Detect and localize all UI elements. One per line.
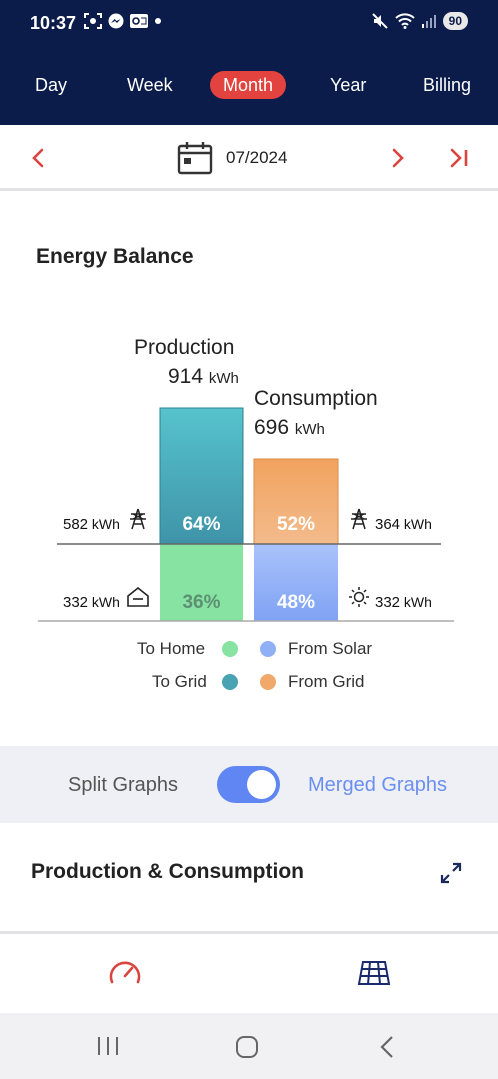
pct-consumption-from-grid: 52% — [276, 514, 316, 535]
system-nav-bar — [0, 1013, 498, 1079]
production-label: Production — [134, 336, 235, 359]
legend-to-home: To Home — [137, 639, 206, 658]
legend-dot-to-home — [222, 641, 238, 657]
from-solar-amount: 332 kWh — [375, 594, 432, 611]
power-tower-icon — [130, 508, 146, 530]
home-icon — [127, 586, 149, 607]
pct-production-to-home: 36% — [182, 592, 221, 613]
status-time: 10:37 — [30, 13, 77, 33]
balance-bars — [38, 407, 454, 622]
signal-icon — [421, 15, 436, 28]
pct-production-to-grid: 64% — [182, 514, 221, 535]
status-bar: 10:37 90 — [0, 0, 498, 44]
tab-billing[interactable]: Billing — [423, 75, 472, 95]
merged-graphs-label[interactable]: Merged Graphs — [308, 774, 447, 796]
pct-consumption-from-solar: 48% — [276, 592, 316, 613]
chevron-left-icon[interactable] — [28, 147, 48, 169]
dot-icon — [155, 18, 161, 24]
energy-balance-title: Energy Balance — [36, 245, 194, 268]
wifi-icon — [394, 13, 415, 29]
period-tabs: Day Week Month Year Billing — [0, 44, 498, 125]
graph-mode-switch[interactable] — [217, 766, 280, 803]
sun-icon — [349, 587, 369, 607]
power-tower-icon — [351, 508, 367, 530]
gauge-icon[interactable] — [108, 958, 142, 986]
legend-dot-from-solar — [260, 641, 276, 657]
tab-month[interactable]: Month — [210, 71, 287, 99]
skip-to-end-icon[interactable] — [448, 147, 470, 169]
production-value: 914 kWh — [168, 365, 239, 388]
graph-mode-toggle-row: Split Graphs Merged Graphs — [0, 746, 498, 823]
from-grid-amount: 364 kWh — [375, 516, 432, 533]
switch-knob — [247, 770, 276, 799]
expand-icon[interactable] — [440, 862, 462, 884]
legend-from-solar: From Solar — [288, 639, 373, 658]
battery-indicator: 90 — [442, 12, 468, 30]
section-title: Production & Consumption — [31, 860, 304, 883]
legend-from-grid: From Grid — [288, 672, 365, 691]
calendar-icon[interactable] — [177, 140, 213, 176]
messenger-icon — [108, 13, 124, 29]
bar-production-to-home — [160, 544, 243, 621]
back-icon[interactable] — [378, 1035, 396, 1059]
solar-panel-icon[interactable] — [357, 960, 391, 986]
bar-consumption-from-solar — [254, 544, 338, 621]
mute-icon — [371, 13, 388, 29]
outlook-icon — [130, 14, 148, 28]
to-grid-amount: 582 kWh — [63, 516, 120, 533]
tab-year[interactable]: Year — [330, 75, 367, 95]
bottom-nav — [0, 931, 498, 1013]
split-graphs-label[interactable]: Split Graphs — [68, 774, 179, 796]
legend-to-grid: To Grid — [152, 672, 207, 691]
legend-dot-from-grid — [260, 674, 276, 690]
tab-week[interactable]: Week — [127, 75, 173, 95]
chevron-right-icon[interactable] — [388, 147, 408, 169]
screenshot-icon — [84, 13, 102, 29]
to-home-amount: 332 kWh — [63, 594, 120, 611]
date-label: 07/2024 — [226, 148, 288, 167]
consumption-value: 696 kWh — [254, 416, 325, 439]
home-nav-icon[interactable] — [235, 1035, 259, 1059]
date-navigator: 07/2024 — [0, 125, 498, 191]
legend-dot-to-grid — [222, 674, 238, 690]
tab-day[interactable]: Day — [35, 75, 68, 95]
consumption-label: Consumption — [254, 387, 378, 410]
recents-icon[interactable] — [96, 1035, 120, 1057]
energy-balance-chart: Production 914 kWh Consumption 696 kWh 6… — [0, 320, 498, 640]
